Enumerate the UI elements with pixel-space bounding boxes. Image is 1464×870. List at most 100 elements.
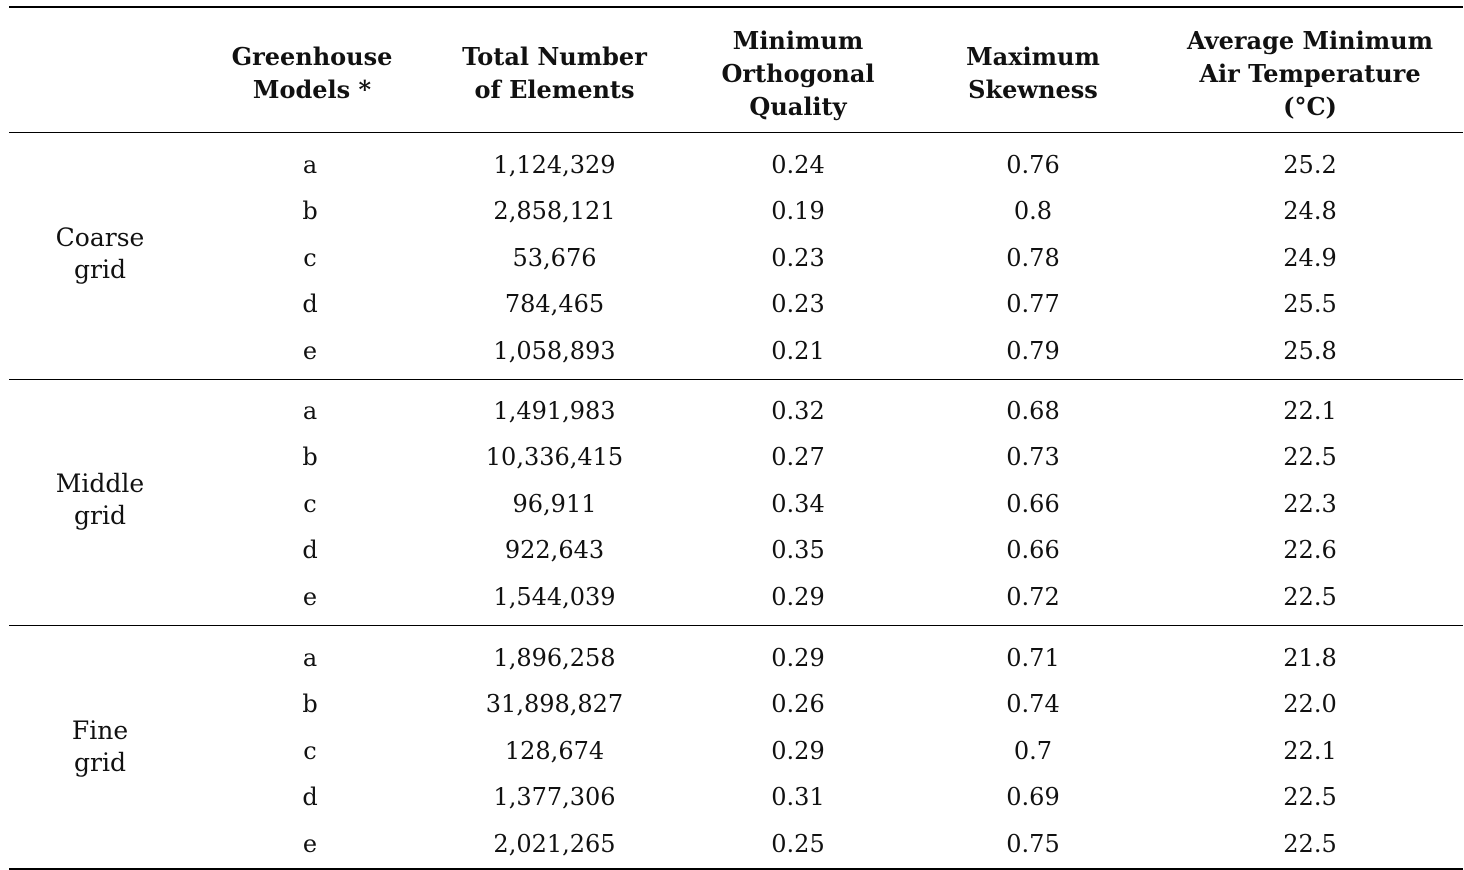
table-cell-orthogonal: 0.34 <box>771 489 825 518</box>
header-line: Skewness <box>968 75 1098 104</box>
table-cell-temperature: 22.6 <box>1283 536 1337 565</box>
table-cell-elements: 784,465 <box>504 290 605 319</box>
table-cell-model: a <box>302 151 318 179</box>
group-label-line: grid <box>74 501 126 530</box>
header-greenhouse-models: Greenhouse Models * <box>212 24 412 122</box>
header-line: Minimum <box>732 25 864 55</box>
header-line: Quality <box>749 91 847 121</box>
header-line: Air Temperature (°C) <box>1199 58 1421 121</box>
group-label-line: grid <box>74 255 126 284</box>
table-cell-temperature: 22.5 <box>1283 582 1337 611</box>
group-label-line: grid <box>74 748 126 777</box>
table-cell-elements: 31,898,827 <box>485 690 624 719</box>
table-cell-orthogonal: 0.26 <box>771 690 825 719</box>
table-cell-elements: 53,676 <box>512 243 597 272</box>
table-bottom-rule <box>9 868 1463 870</box>
table-cell-orthogonal: 0.21 <box>771 336 825 365</box>
table-cell-skewness: 0.69 <box>1006 783 1060 812</box>
header-avg-min-air-temperature: Average Minimum Air Temperature (°C) <box>1170 24 1450 122</box>
table-cell-elements: 1,491,983 <box>493 397 616 425</box>
header-max-skewness: Maximum Skewness <box>940 24 1126 122</box>
table-cell-elements: 128,674 <box>504 736 605 765</box>
table-cell-model: c <box>303 489 317 518</box>
header-min-orthogonal-quality: Minimum Orthogonal Quality <box>700 24 896 122</box>
table-cell-orthogonal: 0.35 <box>771 536 825 565</box>
table-cell-model: d <box>302 290 318 319</box>
table-cell-model: c <box>303 736 317 765</box>
table-cell-elements: 2,021,265 <box>493 829 616 858</box>
table-cell-model: a <box>302 644 318 672</box>
table-cell-skewness: 0.66 <box>1006 536 1060 565</box>
table-cell-orthogonal: 0.32 <box>771 397 825 425</box>
table-cell-elements: 1,377,306 <box>493 783 616 812</box>
table-cell-model: e <box>302 829 318 858</box>
table-cell-elements: 2,858,121 <box>493 197 616 226</box>
group-label-line: Fine <box>71 716 129 745</box>
table-cell-orthogonal: 0.29 <box>771 736 825 765</box>
group-label-line: Coarse <box>55 223 145 252</box>
table-cell-temperature: 21.8 <box>1283 644 1337 672</box>
table-cell-orthogonal: 0.31 <box>771 783 825 812</box>
table-cell-temperature: 22.1 <box>1283 736 1337 765</box>
table-cell-model: d <box>302 536 318 565</box>
table-cell-orthogonal: 0.27 <box>771 443 825 472</box>
group-label: Middle grid <box>20 468 180 532</box>
table-cell-elements: 10,336,415 <box>485 443 624 472</box>
table-cell-skewness: 0.76 <box>1006 151 1060 179</box>
header-line: Maximum <box>966 42 1100 71</box>
table-cell-temperature: 24.9 <box>1283 243 1337 272</box>
table-cell-skewness: 0.79 <box>1006 336 1060 365</box>
table-cell-temperature: 22.5 <box>1283 783 1337 812</box>
table-cell-temperature: 22.1 <box>1283 397 1337 425</box>
table-cell-elements: 96,911 <box>512 489 597 518</box>
table-cell-skewness: 0.8 <box>1013 197 1053 226</box>
table-cell-orthogonal: 0.24 <box>771 151 825 179</box>
table-cell-model: b <box>302 443 318 472</box>
table-cell-skewness: 0.7 <box>1013 736 1053 765</box>
table-cell-model: c <box>303 243 317 272</box>
table-cell-temperature: 22.5 <box>1283 443 1337 472</box>
table-cell-skewness: 0.73 <box>1006 443 1060 472</box>
header-line: Orthogonal <box>721 58 875 88</box>
header-line: of Elements <box>474 75 635 104</box>
table-cell-skewness: 0.66 <box>1006 489 1060 518</box>
table-cell-elements: 1,124,329 <box>493 151 616 179</box>
table-cell-orthogonal: 0.23 <box>771 290 825 319</box>
table-cell-orthogonal: 0.29 <box>771 644 825 672</box>
group-label: Coarse grid <box>20 222 180 286</box>
group-label-line: Middle <box>55 469 145 498</box>
table-cell-model: b <box>302 690 318 719</box>
table-cell-orthogonal: 0.29 <box>771 582 825 611</box>
group-label: Fine grid <box>20 715 180 779</box>
table-cell-model: b <box>302 197 318 226</box>
table-cell-elements: 1,896,258 <box>493 644 616 672</box>
table-cell-temperature: 22.5 <box>1283 829 1337 858</box>
table-cell-orthogonal: 0.19 <box>771 197 825 226</box>
table-cell-temperature: 25.5 <box>1283 290 1337 319</box>
table-cell-orthogonal: 0.23 <box>771 243 825 272</box>
table-cell-skewness: 0.75 <box>1006 829 1060 858</box>
table-cell-elements: 1,544,039 <box>493 582 616 611</box>
table-cell-model: e <box>302 582 318 611</box>
table-cell-elements: 1,058,893 <box>493 336 616 365</box>
table-cell-orthogonal: 0.25 <box>771 829 825 858</box>
table-cell-model: e <box>302 336 318 365</box>
header-total-elements: Total Number of Elements <box>452 24 657 122</box>
table-top-rule <box>9 6 1463 8</box>
header-line: Models * <box>252 75 372 104</box>
table-cell-skewness: 0.71 <box>1006 644 1060 672</box>
header-line: Greenhouse <box>231 42 393 71</box>
table-cell-temperature: 24.8 <box>1283 197 1337 226</box>
table-cell-temperature: 22.3 <box>1283 489 1337 518</box>
header-line: Total Number <box>462 42 647 71</box>
group-separator-rule <box>9 625 1463 626</box>
table-cell-model: d <box>302 783 318 812</box>
table-header-rule <box>9 132 1463 133</box>
table-cell-skewness: 0.74 <box>1006 690 1060 719</box>
table-cell-elements: 922,643 <box>504 536 605 565</box>
header-line: Average Minimum <box>1187 25 1433 55</box>
table-cell-temperature: 25.8 <box>1283 336 1337 365</box>
table-cell-temperature: 25.2 <box>1283 151 1337 179</box>
group-separator-rule <box>9 379 1463 380</box>
table-cell-skewness: 0.77 <box>1006 290 1060 319</box>
